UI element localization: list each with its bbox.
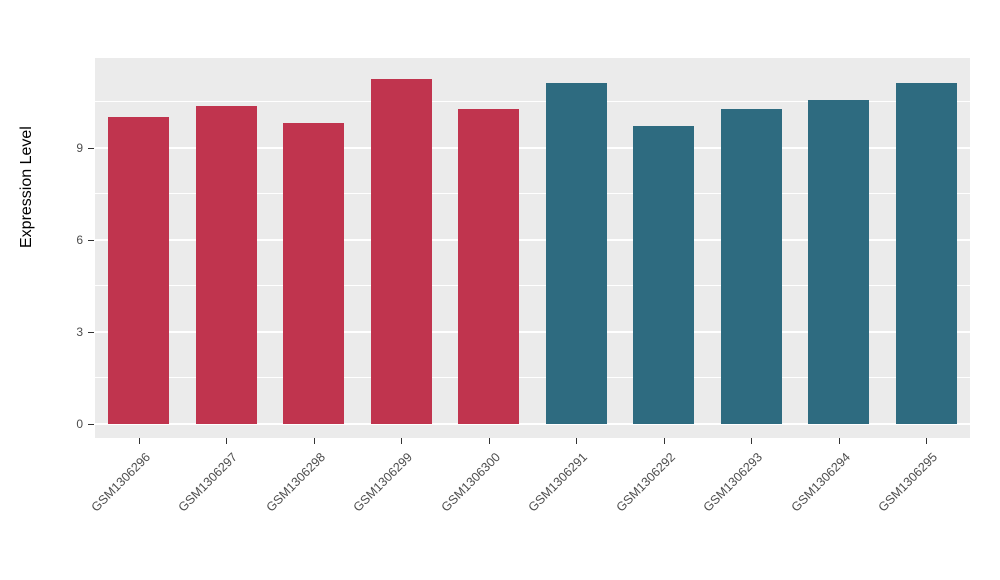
x-tick-mark <box>751 438 753 444</box>
y-tick-mark <box>88 239 94 241</box>
minor-gridline <box>95 193 970 195</box>
plot-panel <box>95 58 970 438</box>
y-tick-mark <box>88 424 94 425</box>
y-tick-label: 3 <box>76 324 83 339</box>
bar-GSM1306297 <box>195 106 257 424</box>
y-axis-title: Expression Level <box>18 126 35 248</box>
x-tick-label-GSM1306296: GSM1306296 <box>88 450 153 515</box>
x-tick-label-GSM1306299: GSM1306299 <box>350 450 416 515</box>
x-tick-mark <box>138 438 140 444</box>
y-tick-mark <box>88 331 94 333</box>
x-tick-label-GSM1306295: GSM1306295 <box>875 450 941 515</box>
bar-GSM1306294 <box>808 100 870 424</box>
x-tick-label-GSM1306293: GSM1306293 <box>700 450 766 515</box>
x-tick-label-GSM1306291: GSM1306291 <box>525 450 591 515</box>
x-tick-mark <box>313 438 315 444</box>
x-tick-mark <box>926 438 928 444</box>
y-tick-label: 9 <box>76 140 83 155</box>
bar-GSM1306300 <box>458 109 520 424</box>
major-gridline <box>95 330 970 333</box>
minor-gridline <box>95 377 970 379</box>
x-tick-mark <box>663 438 665 444</box>
bar-GSM1306295 <box>895 83 957 424</box>
bar-GSM1306293 <box>720 109 782 424</box>
y-tick-label: 0 <box>76 417 83 431</box>
x-tick-mark <box>226 438 228 444</box>
x-tick-label-GSM1306294: GSM1306294 <box>788 450 853 515</box>
x-tick-mark <box>838 438 840 444</box>
x-tick-mark <box>488 438 490 444</box>
x-tick-label-GSM1306292: GSM1306292 <box>613 450 678 515</box>
bar-GSM1306299 <box>370 78 432 424</box>
minor-gridline <box>95 101 970 103</box>
x-tick-mark <box>401 438 403 444</box>
y-tick-label: 6 <box>76 232 83 247</box>
major-gridline <box>95 238 970 241</box>
bar-GSM1306292 <box>633 126 695 424</box>
x-tick-label-GSM1306300: GSM1306300 <box>438 450 503 515</box>
x-tick-label-GSM1306297: GSM1306297 <box>175 450 241 515</box>
y-tick-mark <box>88 147 94 149</box>
bar-GSM1306291 <box>545 83 607 424</box>
major-gridline <box>95 423 970 425</box>
x-tick-label-GSM1306298: GSM1306298 <box>263 450 328 515</box>
bar-GSM1306298 <box>283 123 345 424</box>
x-tick-mark <box>576 438 578 444</box>
major-gridline <box>95 146 970 149</box>
bar-GSM1306296 <box>108 117 170 424</box>
minor-gridline <box>95 285 970 287</box>
